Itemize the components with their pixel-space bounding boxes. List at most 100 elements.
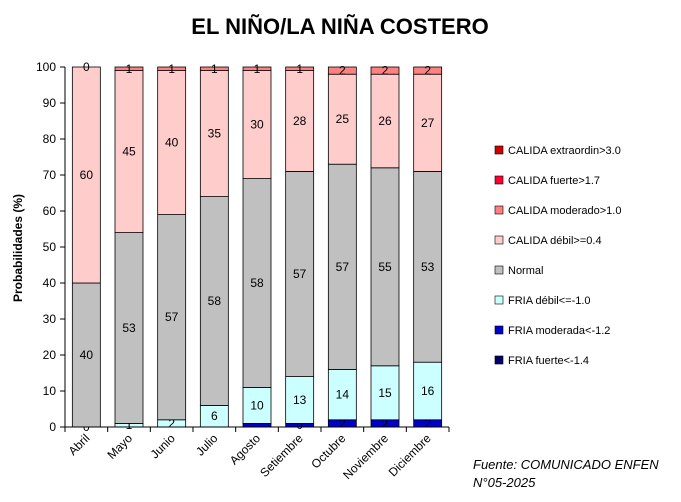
x-tick-label: Abril [66,431,93,458]
bar-segment [242,70,272,179]
legend-swatch [494,145,504,155]
data-label: 1 [168,62,175,76]
y-tick-label: 90 [43,96,57,110]
data-label: 53 [122,321,136,335]
data-label: 58 [250,276,264,290]
legend: CALIDA extraordin>3.0 CALIDA fuerte>1.7 CA… [494,145,621,367]
y-tick-label: 30 [43,312,57,326]
bar-segment [199,66,229,71]
data-label: 40 [165,136,179,150]
y-tick-label: 70 [43,168,57,182]
data-label: 0 [296,418,303,432]
data-label: 55 [378,260,392,274]
y-tick-label: 40 [43,276,57,290]
data-label: 2 [382,416,389,430]
bar-segment [242,386,272,424]
x-tick-label: Mayo [104,431,135,462]
bar-segment [413,170,443,363]
data-label: 2 [339,64,346,78]
data-label: 10 [250,398,264,412]
y-tick-label: 60 [43,204,57,218]
data-label: 2 [424,416,431,430]
legend-label: FRIA moderada<-1.2 [508,325,610,337]
legend-label: CALIDA fuerte>1.7 [508,175,600,187]
bar-segment [285,70,315,172]
legend-label: FRIA fuerte<-1.4 [508,355,589,367]
source-line-1: Fuente: COMUNICADO ENFEN [473,457,659,472]
data-label: 27 [421,116,435,130]
legend-swatch [494,295,504,305]
data-label: 45 [122,145,136,159]
legend-label: FRIA débil<=-1.0 [508,295,591,307]
bar-segment [413,73,443,172]
legend-label: CALIDA débil>=0.4 [508,235,602,247]
legend-swatch [494,325,504,335]
data-label: 40 [80,348,94,362]
x-tick-label: Setiembre [257,431,306,480]
data-label: 1 [211,62,218,76]
bar-segment [327,66,357,75]
bars-layer: 0406001534512574016583511058301013572812… [71,60,443,434]
data-label: 57 [336,260,350,274]
legend-swatch [494,205,504,215]
legend-label: Normal [508,265,543,277]
bar-segment [157,70,187,215]
data-label: 2 [339,416,346,430]
bar-segment [370,365,400,421]
source-line-2: N°05-2025 [473,475,536,490]
data-label: 14 [336,388,350,402]
bar-segment [285,376,315,424]
bar-segment [242,178,272,388]
bar-segment [71,66,101,284]
bar-segment [242,66,272,71]
y-ticks: 0 10 20 30 40 50 60 70 80 90 100 [36,60,65,434]
data-label: 25 [336,112,350,126]
bar-segment [327,163,357,370]
legend-swatch [494,355,504,365]
y-tick-label: 20 [43,348,57,362]
bar-segment [413,66,443,75]
data-label: 1 [296,62,303,76]
data-label: 57 [293,267,307,281]
data-label: 6 [211,409,218,423]
data-label: 1 [254,62,261,76]
data-label: 53 [421,260,435,274]
bar-segment [285,66,315,71]
data-label: 58 [208,294,222,308]
x-tick-label: Noviembre [340,431,391,482]
legend-swatch [494,175,504,185]
y-axis-label: Probabilidades (%) [11,194,25,302]
bar-segment [242,422,272,428]
y-tick-label: 50 [43,240,57,254]
bar-segment [370,167,400,367]
data-label: 15 [378,386,392,400]
chart-title: EL NIÑO/LA NIÑA COSTERO [191,14,488,39]
data-label: 2 [168,416,175,430]
data-label: 1 [126,62,133,76]
y-tick-label: 0 [49,420,56,434]
bar-segment [114,70,144,233]
data-label: 1 [126,418,133,432]
bar-segment [413,361,443,421]
legend-label: CALIDA moderado>1.0 [508,205,621,217]
bar-segment [114,66,144,71]
data-label: 28 [293,114,307,128]
data-label: 30 [250,118,264,132]
data-label: 60 [80,168,94,182]
data-label: 57 [165,310,179,324]
data-label: 26 [378,114,392,128]
bar-segment [157,214,187,421]
x-tick-label: Julio [193,431,221,459]
data-label: 13 [293,393,307,407]
y-tick-label: 10 [43,384,57,398]
bar-segment [157,66,187,71]
bar-segment [114,232,144,424]
y-tick-label: 100 [36,60,56,74]
data-label: 2 [424,64,431,78]
bar-segment [327,73,357,165]
bar-segment [285,170,315,377]
data-label: 35 [208,127,222,141]
x-tick-label: Octubre [308,431,348,471]
legend-swatch [494,265,504,275]
